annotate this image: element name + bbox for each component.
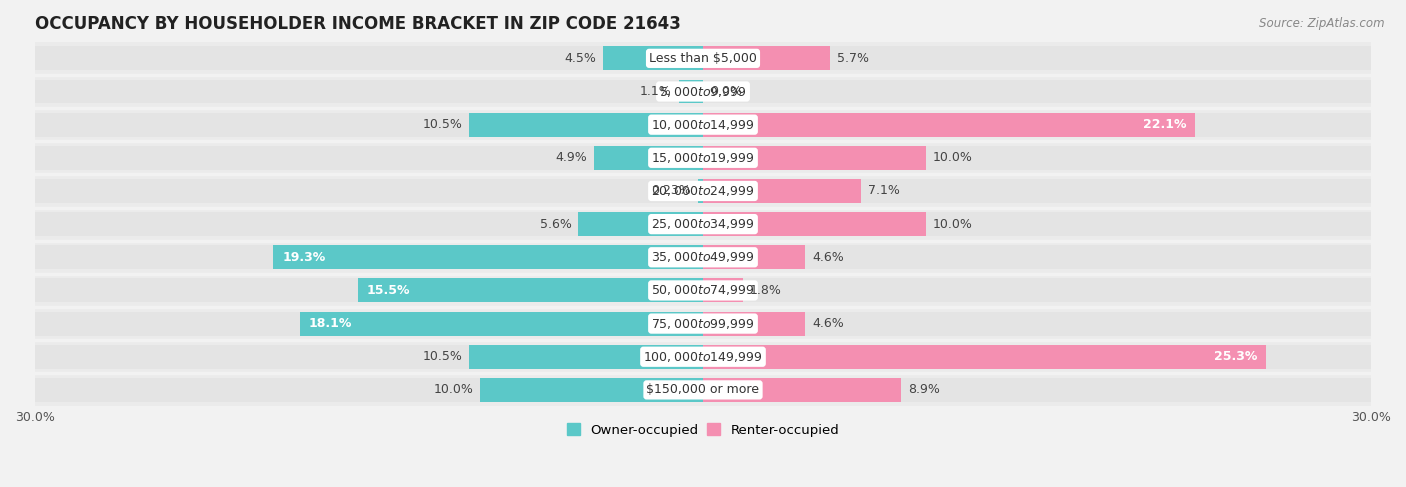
Bar	[593, 146, 703, 170]
Text: 7.1%: 7.1%	[868, 185, 900, 197]
Text: 5.7%: 5.7%	[837, 52, 869, 65]
Bar	[35, 207, 1371, 241]
Text: $25,000 to $34,999: $25,000 to $34,999	[651, 217, 755, 231]
Legend: Owner-occupied, Renter-occupied: Owner-occupied, Renter-occupied	[561, 418, 845, 442]
Text: $75,000 to $99,999: $75,000 to $99,999	[651, 317, 755, 331]
Bar	[703, 179, 1371, 203]
Bar	[35, 174, 1371, 207]
Text: $15,000 to $19,999: $15,000 to $19,999	[651, 151, 755, 165]
Bar	[35, 340, 1371, 374]
Text: 4.5%: 4.5%	[564, 52, 596, 65]
Bar	[481, 378, 703, 402]
Text: 8.9%: 8.9%	[908, 383, 939, 396]
Bar	[703, 112, 1371, 136]
Text: 19.3%: 19.3%	[283, 251, 325, 264]
Bar	[35, 146, 703, 170]
Bar	[703, 46, 830, 70]
Bar	[703, 312, 1371, 336]
Bar	[35, 241, 1371, 274]
Bar	[703, 112, 1195, 136]
Bar	[35, 75, 1371, 108]
Text: 25.3%: 25.3%	[1215, 350, 1257, 363]
Text: 10.0%: 10.0%	[932, 151, 972, 164]
Text: 5.6%: 5.6%	[540, 218, 572, 231]
Text: $5,000 to $9,999: $5,000 to $9,999	[659, 85, 747, 98]
Bar	[299, 312, 703, 336]
Text: Less than $5,000: Less than $5,000	[650, 52, 756, 65]
Text: 4.6%: 4.6%	[813, 251, 844, 264]
Text: 4.9%: 4.9%	[555, 151, 588, 164]
Bar	[359, 279, 703, 302]
Text: 0.0%: 0.0%	[710, 85, 742, 98]
Text: 18.1%: 18.1%	[309, 317, 353, 330]
Bar	[35, 141, 1371, 174]
Text: $10,000 to $14,999: $10,000 to $14,999	[651, 118, 755, 131]
Bar	[697, 179, 703, 203]
Text: 10.5%: 10.5%	[423, 118, 463, 131]
Text: 4.6%: 4.6%	[813, 317, 844, 330]
Text: $20,000 to $24,999: $20,000 to $24,999	[651, 184, 755, 198]
Bar	[273, 245, 703, 269]
Bar	[703, 46, 1371, 70]
Bar	[35, 345, 703, 369]
Bar	[603, 46, 703, 70]
Bar	[35, 378, 703, 402]
Bar	[703, 146, 1371, 170]
Text: $35,000 to $49,999: $35,000 to $49,999	[651, 250, 755, 264]
Bar	[35, 312, 703, 336]
Text: $150,000 or more: $150,000 or more	[647, 383, 759, 396]
Bar	[703, 345, 1371, 369]
Bar	[703, 279, 1371, 302]
Bar	[35, 42, 1371, 75]
Bar	[470, 112, 703, 136]
Text: 10.5%: 10.5%	[423, 350, 463, 363]
Bar	[703, 312, 806, 336]
Bar	[703, 345, 1267, 369]
Bar	[703, 212, 1371, 236]
Bar	[703, 146, 925, 170]
Text: 0.23%: 0.23%	[651, 185, 692, 197]
Bar	[35, 279, 703, 302]
Bar	[35, 212, 703, 236]
Bar	[703, 79, 1371, 103]
Bar	[35, 79, 703, 103]
Bar	[35, 112, 703, 136]
Text: OCCUPANCY BY HOUSEHOLDER INCOME BRACKET IN ZIP CODE 21643: OCCUPANCY BY HOUSEHOLDER INCOME BRACKET …	[35, 15, 681, 33]
Text: 1.8%: 1.8%	[749, 284, 782, 297]
Bar	[703, 378, 1371, 402]
Bar	[578, 212, 703, 236]
Bar	[35, 108, 1371, 141]
Text: 22.1%: 22.1%	[1143, 118, 1187, 131]
Bar	[703, 212, 925, 236]
Bar	[703, 279, 744, 302]
Text: 10.0%: 10.0%	[434, 383, 474, 396]
Bar	[35, 374, 1371, 407]
Bar	[703, 245, 1371, 269]
Bar	[35, 274, 1371, 307]
Text: 15.5%: 15.5%	[367, 284, 411, 297]
Bar	[703, 245, 806, 269]
Text: 1.1%: 1.1%	[640, 85, 672, 98]
Bar	[35, 46, 703, 70]
Text: 10.0%: 10.0%	[932, 218, 972, 231]
Text: $100,000 to $149,999: $100,000 to $149,999	[644, 350, 762, 364]
Bar	[470, 345, 703, 369]
Bar	[703, 378, 901, 402]
Bar	[679, 79, 703, 103]
Bar	[35, 245, 703, 269]
Text: $50,000 to $74,999: $50,000 to $74,999	[651, 283, 755, 298]
Bar	[35, 307, 1371, 340]
Bar	[35, 179, 703, 203]
Text: Source: ZipAtlas.com: Source: ZipAtlas.com	[1260, 17, 1385, 30]
Bar	[703, 179, 860, 203]
